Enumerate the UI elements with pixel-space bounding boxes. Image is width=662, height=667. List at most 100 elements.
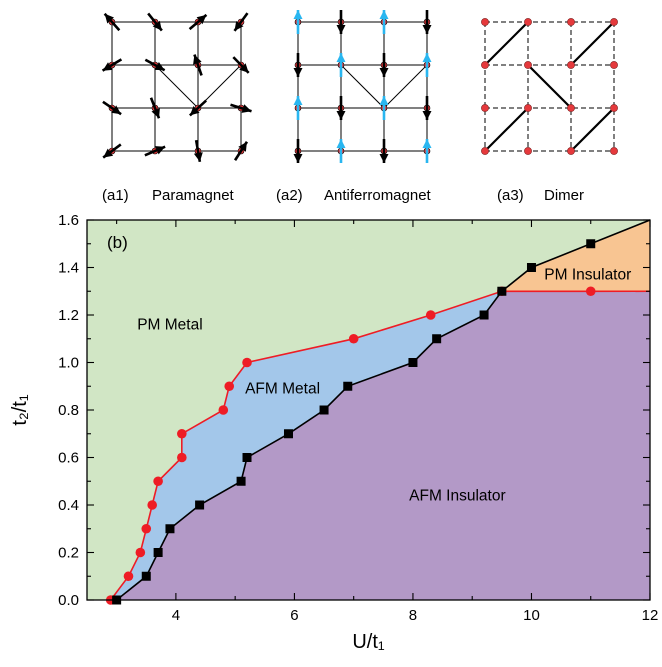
- diagonal-bond: [383, 64, 428, 109]
- lattice-site: [610, 104, 618, 112]
- red-circle-marker: [425, 310, 436, 320]
- spin-arrowhead: [193, 152, 203, 162]
- red-circle-marker: [135, 547, 146, 558]
- panel-a2-id: (a2): [276, 187, 303, 204]
- y-tick-label: 0.8: [58, 402, 79, 419]
- lattice-site: [524, 104, 532, 112]
- spin-arrowhead: [336, 53, 346, 62]
- black-square-marker: [242, 453, 252, 462]
- spin-arrowhead: [293, 154, 303, 163]
- diagonal-bond: [340, 64, 385, 109]
- red-circle-marker: [218, 405, 229, 415]
- dimer-bond: [484, 21, 529, 66]
- black-square-marker: [283, 429, 293, 439]
- region-label: AFM Insulator: [409, 487, 505, 504]
- black-square-marker: [195, 500, 205, 510]
- red-circle-marker: [141, 523, 152, 534]
- black-square-marker: [497, 286, 507, 296]
- panel-a3-name: Dimer: [544, 187, 584, 204]
- lattice-site: [610, 18, 618, 26]
- spin-arrowhead: [196, 14, 207, 25]
- y-tick-label: 0.2: [58, 545, 79, 562]
- diagonal-bond: [154, 64, 199, 109]
- spin-arrowhead: [293, 96, 303, 105]
- panel-b-label: (b): [107, 233, 128, 252]
- spin-arrowhead: [154, 62, 165, 71]
- spin-arrowhead: [379, 10, 389, 19]
- red-boundary-line: [110, 290, 651, 601]
- spin-arrowhead: [293, 68, 303, 77]
- black-square-marker: [153, 548, 163, 557]
- panel-a1-name: Paramagnet: [152, 187, 235, 204]
- y-tick-label: 0.6: [58, 450, 79, 467]
- black-square-marker: [432, 334, 442, 344]
- spin-arrowhead: [422, 111, 432, 120]
- spin-arrowhead: [336, 111, 346, 120]
- black-square-marker: [408, 358, 418, 367]
- panel-a3-id: (a3): [497, 187, 524, 204]
- lattice-site: [524, 18, 532, 26]
- spin-arrowhead: [234, 21, 244, 31]
- phase-diagram: 4 6 8 10 12 0.0 0.2 0.4 0.6 0.8 1.0 1.2 1.4 1.6 PM Me…: [9, 212, 658, 653]
- lattice-site: [610, 61, 618, 69]
- black-square-marker: [479, 310, 489, 320]
- region-pm-insulator: [501, 220, 650, 292]
- spin-arrowhead: [152, 20, 162, 31]
- red-circle-marker: [177, 428, 187, 439]
- black-square-marker: [526, 263, 536, 272]
- red-circle-marker: [177, 452, 187, 463]
- red-circle-marker: [224, 381, 235, 392]
- y-tick-label: 1.6: [58, 212, 79, 229]
- y-tick-label: 1.0: [58, 355, 79, 372]
- spin-arrowhead: [379, 96, 389, 105]
- phase-regions: [87, 220, 651, 600]
- spin-arrowhead: [111, 105, 122, 115]
- y-axis-label: t₂/t₁: [9, 394, 31, 425]
- red-circle-marker: [123, 571, 134, 582]
- spin-arrowhead: [151, 108, 160, 119]
- panel-a1-id: (a1): [102, 187, 129, 204]
- x-tick-label: 12: [642, 607, 659, 624]
- paramagnet-lattice: [101, 12, 252, 163]
- spin-arrowhead: [293, 10, 303, 19]
- data-markers: [105, 239, 596, 605]
- region-afm-insulator: [116, 291, 651, 600]
- region-labels: PM Metal AFM Metal AFM Insulator PM Insulat…: [137, 266, 631, 504]
- red-circle-marker: [153, 476, 163, 487]
- axis-ticks: 4 6 8 10 12 0.0 0.2 0.4 0.6 0.8 1.0 1.2 1.4 1.6: [58, 212, 658, 624]
- black-square-marker: [343, 381, 353, 391]
- black-square-marker: [319, 405, 329, 415]
- spin-arrowhead: [193, 54, 202, 65]
- x-tick-label: 10: [523, 607, 540, 624]
- lattice-site: [481, 61, 489, 69]
- panel-a2-name: Antiferromagnet: [324, 187, 432, 204]
- red-circle-marker: [585, 286, 596, 297]
- region-label: PM Insulator: [544, 266, 631, 283]
- lattice-site: [567, 147, 575, 155]
- spin-arrowhead: [239, 63, 249, 73]
- red-circle-marker: [242, 357, 252, 368]
- dimer-bond: [527, 64, 572, 109]
- lattice-site: [567, 18, 575, 26]
- lattice-site: [567, 104, 575, 112]
- lattice-site: [481, 104, 489, 112]
- spin-arrowhead: [155, 146, 166, 155]
- black-square-marker: [165, 524, 175, 534]
- dimer-bond: [570, 107, 615, 152]
- black-square-marker: [141, 571, 151, 581]
- spin-arrowhead: [336, 25, 346, 34]
- x-tick-label: 8: [409, 607, 417, 624]
- lattice-site: [567, 61, 575, 69]
- lattice-site: [481, 147, 489, 155]
- antiferromagnet-lattice: [293, 10, 432, 163]
- black-square-marker: [236, 476, 246, 486]
- red-circle-marker: [147, 500, 157, 510]
- spin-arrowhead: [379, 154, 389, 163]
- spin-arrowhead: [102, 62, 113, 71]
- x-axis-label: U/t₁: [352, 631, 385, 653]
- spin-arrowhead: [336, 139, 346, 148]
- spin-arrowhead: [422, 139, 432, 148]
- spin-arrowhead: [422, 53, 432, 62]
